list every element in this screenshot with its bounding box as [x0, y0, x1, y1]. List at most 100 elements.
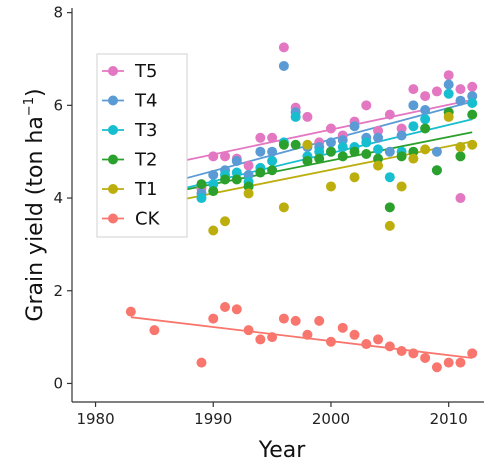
- x-tick-label-2010: 2010: [430, 410, 468, 428]
- point-t1-1: [220, 216, 231, 227]
- point-t4-1: [208, 169, 219, 180]
- point-t1-2: [243, 188, 254, 199]
- point-t2-18: [408, 146, 419, 157]
- point-ck-10: [290, 315, 301, 326]
- point-t5-14: [361, 100, 372, 111]
- point-t4-6: [267, 146, 278, 157]
- point-t1-8: [384, 220, 395, 231]
- point-t4-7: [278, 60, 289, 71]
- point-t3-10: [314, 146, 325, 157]
- point-t5-18: [408, 84, 419, 95]
- y-tick-label-2: 2: [53, 282, 63, 300]
- point-t5-1: [208, 151, 219, 162]
- legend-marker-t3: [108, 125, 118, 135]
- point-ck-14: [337, 322, 348, 333]
- point-t1-11: [420, 144, 431, 155]
- point-t3-3: [231, 167, 242, 178]
- point-t5-4: [243, 160, 254, 171]
- point-t2-15: [373, 153, 384, 164]
- point-t1-3: [278, 202, 289, 213]
- point-t2-17: [396, 151, 407, 162]
- point-t5-11: [325, 123, 336, 134]
- legend-box: [96, 53, 188, 238]
- point-ck-24: [455, 357, 466, 368]
- point-t3-1: [208, 179, 219, 190]
- point-t5-20: [431, 86, 442, 97]
- legend-label-t5: T5: [134, 61, 157, 82]
- point-t3-23: [467, 98, 478, 109]
- point-t2-7: [278, 139, 289, 150]
- point-t1-7: [373, 160, 384, 171]
- point-t2-4: [243, 181, 254, 192]
- point-t5-24: [467, 81, 478, 92]
- point-t3-14: [361, 137, 372, 148]
- point-t1-10: [408, 153, 419, 164]
- point-t2-11: [325, 146, 336, 157]
- point-t1-5: [325, 181, 336, 192]
- point-ck-3: [208, 313, 219, 324]
- legend-marker-ck: [108, 213, 118, 224]
- point-t4-23: [467, 91, 478, 102]
- point-ck-7: [255, 334, 266, 345]
- point-t3-19: [420, 114, 431, 125]
- point-ck-6: [243, 325, 254, 336]
- point-t5-5: [255, 132, 266, 143]
- point-t3-15: [373, 144, 384, 155]
- point-ck-22: [431, 362, 442, 373]
- point-t4-5: [255, 146, 266, 157]
- axes: 0 2 4 6 8 1980 1990 2000 2010: [53, 4, 484, 428]
- point-ck-12: [314, 315, 325, 326]
- point-t4-15: [373, 132, 384, 143]
- point-t2-19: [420, 123, 431, 134]
- y-tick-label-4: 4: [53, 189, 63, 207]
- legend-label-t3: T3: [134, 120, 157, 141]
- point-t4-17: [396, 130, 407, 141]
- point-t5-17: [396, 123, 407, 134]
- point-ck-9: [278, 313, 289, 324]
- legend: T5 T4 T3 T2 T1 CK: [96, 53, 188, 238]
- point-t2-13: [349, 146, 360, 157]
- point-ck-4: [220, 301, 231, 312]
- point-t5-23: [455, 193, 466, 204]
- point-t3-16: [384, 172, 395, 183]
- legend-marker-t1: [108, 184, 118, 194]
- legend-label-t1: T1: [134, 179, 157, 200]
- point-t2-5: [255, 167, 266, 178]
- y-axis-title-close: ): [23, 88, 48, 97]
- point-ck-2: [196, 357, 207, 368]
- point-t4-11: [325, 137, 336, 148]
- point-ck-18: [384, 341, 395, 352]
- point-ck-15: [349, 329, 360, 340]
- point-t5-15: [373, 125, 384, 136]
- point-t5-6: [267, 132, 278, 143]
- y-tick-label-6: 6: [53, 96, 63, 114]
- point-ck-5: [231, 304, 242, 315]
- point-ck-19: [396, 346, 407, 357]
- x-axis-title: Year: [258, 438, 307, 463]
- point-t4-13: [349, 121, 360, 132]
- point-ck-1: [149, 325, 160, 336]
- point-t1-9: [396, 181, 407, 192]
- point-t5-22: [455, 84, 466, 95]
- y-axis-title: Grain yield (ton ha−1): [22, 88, 48, 321]
- point-t2-23: [467, 109, 478, 120]
- point-t4-19: [420, 104, 431, 115]
- point-t2-12: [337, 151, 348, 162]
- x-tick-label-1980: 1980: [76, 410, 114, 428]
- point-t1-0: [208, 225, 219, 236]
- x-tick-label-2000: 2000: [312, 410, 350, 428]
- point-ck-17: [373, 334, 384, 345]
- point-ck-13: [325, 336, 336, 347]
- point-t1-13: [455, 142, 466, 153]
- point-t2-2: [220, 174, 231, 185]
- point-t2-16: [384, 202, 395, 213]
- point-ck-21: [420, 352, 431, 363]
- point-t5-16: [384, 109, 395, 120]
- point-t3-0: [196, 193, 207, 204]
- point-t4-22: [455, 95, 466, 106]
- legend-marker-t2: [108, 154, 118, 165]
- point-t2-0: [196, 179, 207, 190]
- point-t3-8: [290, 111, 301, 122]
- point-ck-20: [408, 348, 419, 359]
